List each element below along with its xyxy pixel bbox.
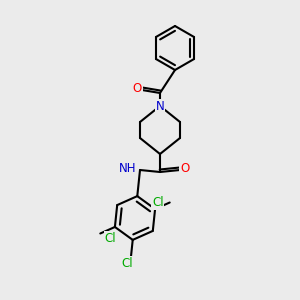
Text: O: O: [132, 82, 142, 95]
Text: Cl: Cl: [104, 232, 116, 245]
Text: NH: NH: [118, 163, 136, 176]
Text: O: O: [180, 163, 190, 176]
Text: N: N: [156, 100, 164, 112]
Text: Cl: Cl: [152, 196, 164, 209]
Text: Cl: Cl: [121, 257, 133, 270]
